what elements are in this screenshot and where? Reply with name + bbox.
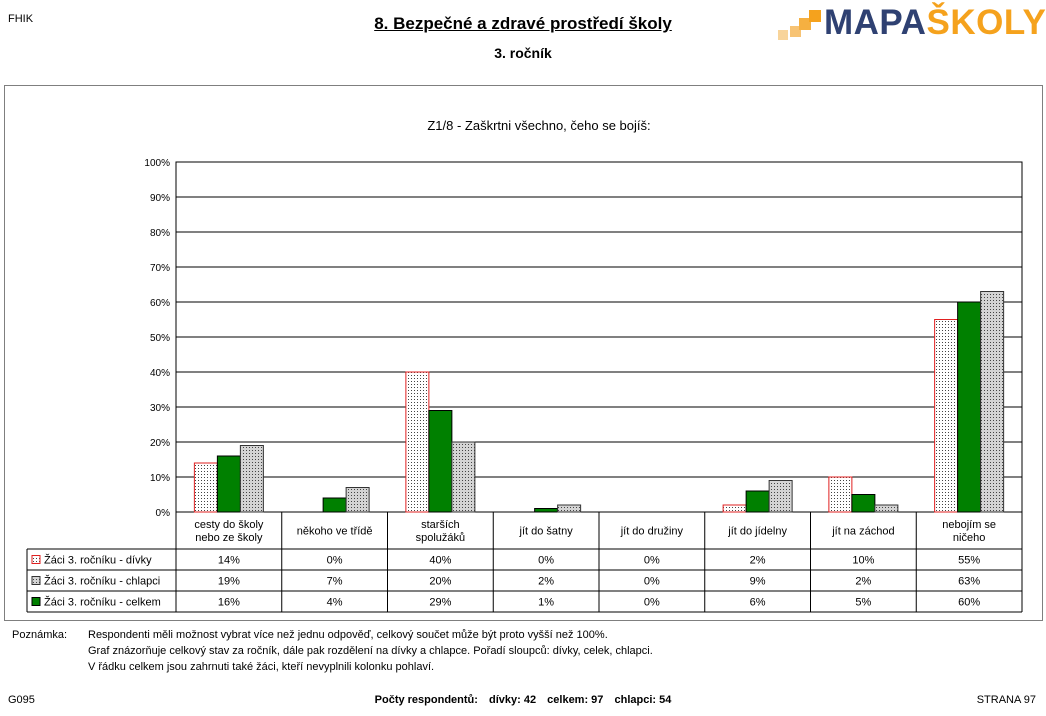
data-label: 6% (750, 597, 766, 609)
y-tick-label: 60% (150, 298, 170, 309)
category-label: nebo ze školy (195, 532, 263, 544)
chart-title: Z1/8 - Zaškrtni všechno, čeho se bojíš: (427, 118, 650, 133)
bar (768, 480, 793, 513)
legend-label: Žáci 3. ročníku - dívky (44, 554, 152, 567)
category-label: jít do družiny (620, 526, 684, 538)
count-boys: chlapci: 54 (614, 694, 672, 706)
data-label: 4% (327, 597, 343, 609)
y-tick-label: 40% (150, 368, 170, 379)
category-label: jít do jídelny (727, 526, 787, 538)
data-label: 0% (538, 555, 554, 567)
bar (428, 410, 453, 513)
data-label: 55% (958, 555, 980, 567)
notes-label: Poznámka: (12, 629, 68, 641)
data-label: 5% (855, 597, 871, 609)
bar (193, 462, 218, 513)
data-label: 29% (429, 597, 451, 609)
bar (957, 301, 982, 513)
data-label: 0% (327, 555, 343, 567)
legend-label: Žáci 3. ročníku - celkem (44, 596, 161, 609)
bar-chart: Z1/8 - Zaškrtni všechno, čeho se bojíš: 0… (26, 118, 1023, 613)
report-code: FHIK (8, 13, 34, 25)
bar (216, 455, 241, 513)
category-label: spolužáků (416, 532, 466, 544)
data-label: 20% (429, 576, 451, 588)
data-label: 1% (538, 597, 554, 609)
y-tick-label: 0% (156, 508, 171, 519)
chart-frame: Z1/8 - Zaškrtni všechno, čeho se bojíš: 0… (4, 85, 1043, 621)
category-label: starších (421, 519, 460, 531)
y-tick-label: 70% (150, 263, 170, 274)
data-label: 0% (644, 597, 660, 609)
logo-squares-icon (778, 10, 821, 40)
category-label: jít do šatny (519, 526, 574, 538)
bar (722, 504, 747, 513)
count-total: celkem: 97 (547, 694, 604, 706)
data-label: 0% (644, 576, 660, 588)
bar (874, 504, 899, 513)
page-number: STRANA 97 (976, 694, 1036, 706)
y-tick-label: 90% (150, 193, 170, 204)
mapa-skoly-logo: MAPAŠKOLY (776, 3, 1046, 44)
data-label: 19% (218, 576, 240, 588)
bar (745, 490, 770, 513)
data-label: 40% (429, 555, 451, 567)
bar (557, 504, 582, 513)
bar (239, 445, 264, 513)
data-label: 63% (958, 576, 980, 588)
note-line: V řádku celkem jsou zahrnuti také žáci, … (88, 661, 435, 673)
count-girls: dívky: 42 (489, 694, 537, 706)
respondent-counts-label: Počty respondentů: (374, 694, 478, 706)
y-tick-label: 80% (150, 228, 170, 239)
footer-code: G095 (8, 694, 35, 706)
data-label: 2% (750, 555, 766, 567)
bar (534, 508, 559, 513)
page-title: 8. Bezpečné a zdravé prostředí školy (374, 14, 672, 33)
y-tick-label: 50% (150, 333, 170, 344)
legend-swatch (31, 576, 41, 585)
bar (345, 487, 370, 513)
data-label: 14% (218, 555, 240, 567)
data-label: 0% (644, 555, 660, 567)
bar (851, 494, 876, 513)
y-tick-label: 100% (144, 158, 170, 169)
respondent-counts: Počty respondentů: dívky: 42 celkem: 97 … (0, 694, 1046, 706)
legend-swatch (31, 555, 41, 564)
bar (405, 371, 430, 513)
y-tick-label: 30% (150, 403, 170, 414)
legend-label: Žáci 3. ročníku - chlapci (44, 575, 160, 588)
data-label: 9% (750, 576, 766, 588)
legend-swatch (31, 597, 41, 606)
bar (934, 319, 959, 513)
note-line: Graf znázorňuje celkový stav za ročník, … (88, 645, 653, 657)
data-label: 10% (852, 555, 874, 567)
note-line: Respondenti měli možnost vybrat více než… (88, 629, 608, 641)
bar (980, 291, 1005, 513)
bar (451, 441, 476, 513)
category-label: cesty do školy (194, 519, 264, 531)
data-label: 60% (958, 597, 980, 609)
data-label: 2% (538, 576, 554, 588)
y-tick-label: 20% (150, 438, 170, 449)
data-label: 16% (218, 597, 240, 609)
category-label: jít na záchod (831, 526, 894, 538)
page-subtitle: 3. ročník (494, 45, 552, 61)
data-label: 7% (327, 576, 343, 588)
category-label: ničeho (953, 532, 985, 544)
bar (322, 497, 347, 513)
category-label: někoho ve třídě (297, 526, 373, 538)
category-label: nebojím se (942, 519, 996, 531)
bar (828, 476, 853, 513)
data-label: 2% (855, 576, 871, 588)
y-tick-label: 10% (150, 473, 170, 484)
